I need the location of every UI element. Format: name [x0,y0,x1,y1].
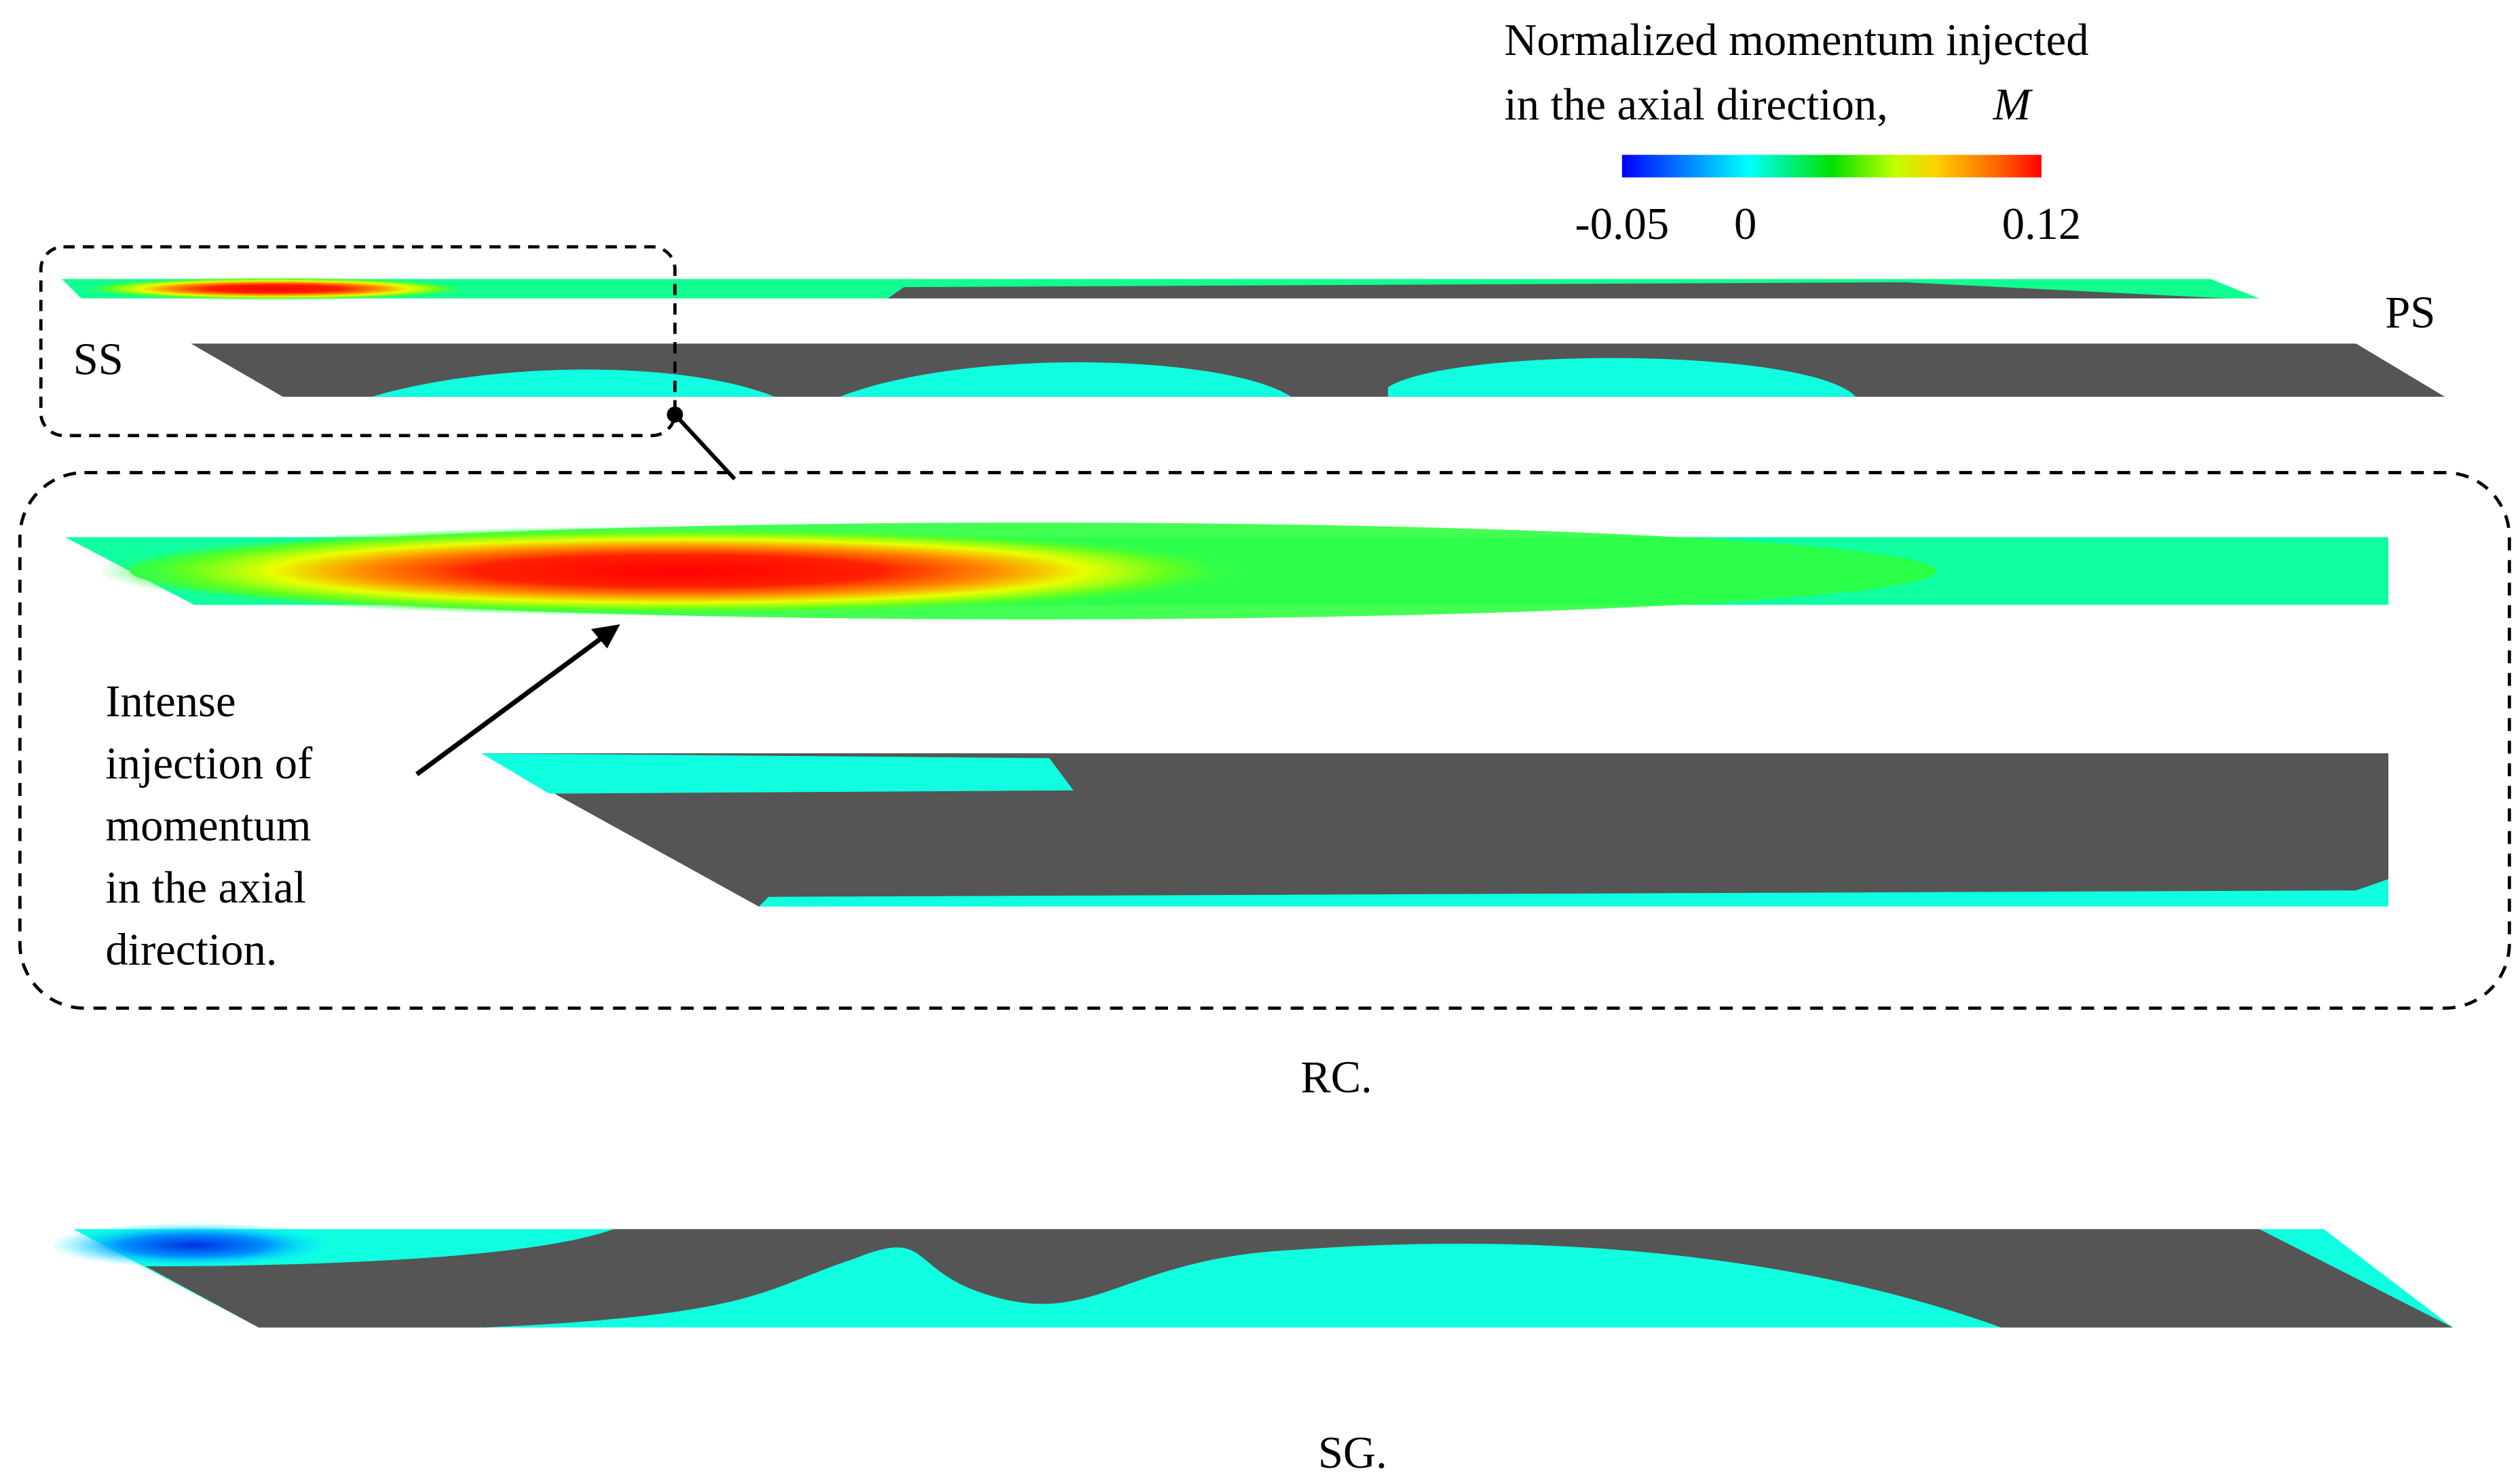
colorbar-tick-label: 0 [1734,199,1756,249]
contour-region [888,282,2228,299]
annotation: momentum [105,801,311,851]
arrow [415,632,609,776]
arrow-head [590,624,620,649]
panel-caption: SG. [1318,1428,1387,1478]
contour-region [759,879,2389,907]
zoom-box [39,245,677,438]
annotation: in the axial [105,863,306,913]
colorbar-tick-label: -0.05 [1575,199,1670,249]
colorbar-tick-label: 0.12 [2002,199,2081,249]
annotation: Intense [105,677,236,726]
contour-region [145,1229,2454,1328]
colorbar [1621,155,2042,178]
panel-caption: RC. [1300,1052,1372,1102]
contour-region [481,753,1074,794]
zoom-box [18,471,2511,1010]
annotation: direction. [105,926,277,975]
contour-region [81,277,469,301]
colorbar-title: Normalized momentum injected [1504,16,2088,65]
contour-region [97,525,1259,617]
contour-region [371,358,1856,397]
contour-region [49,1222,340,1268]
contour-strip [481,753,2389,907]
colorbar-symbol: M [1993,80,2033,130]
annotation: injection of [105,739,313,788]
side-label: SS [73,335,124,385]
connector [673,413,736,481]
colorbar-title: in the axial direction, [1504,80,1887,130]
side-label: PS [2385,288,2435,338]
contour-strip [191,343,2445,397]
